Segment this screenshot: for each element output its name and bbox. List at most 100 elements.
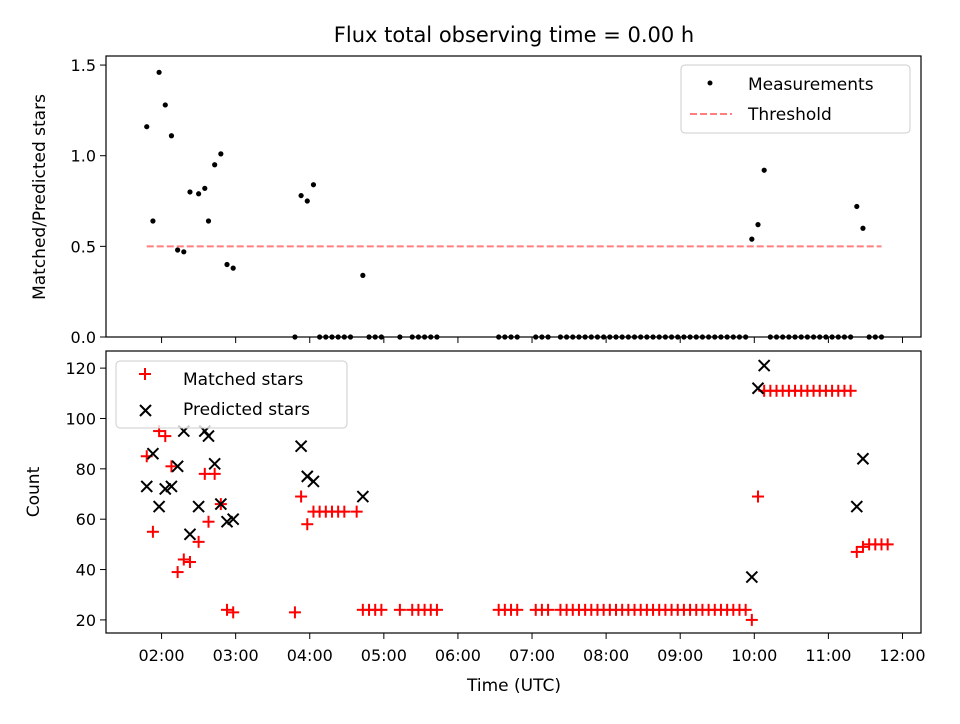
- measurement-point: [150, 218, 156, 224]
- predicted-stars-point: [183, 528, 197, 541]
- x-tick-label: 11:00: [805, 646, 851, 665]
- matched-stars-point: [511, 603, 524, 616]
- y-tick-label: 1.0: [71, 147, 96, 166]
- y-tick-label: 40: [76, 561, 96, 580]
- matched-stars-point: [542, 603, 555, 616]
- predicted-stars-point: [146, 447, 160, 460]
- legend-measurements-label: Measurements: [748, 75, 874, 95]
- predicted-stars-point: [214, 497, 228, 511]
- matched-stars-point: [739, 603, 752, 616]
- x-tick-label: 08:00: [583, 646, 629, 665]
- matched-stars-point: [752, 490, 764, 503]
- measurement-point: [187, 189, 193, 195]
- legend-predicted-label: Predicted stars: [183, 400, 310, 420]
- matched-stars-point: [850, 545, 863, 558]
- y-tick-label: 1.5: [71, 56, 96, 75]
- top-panel: 0.0 0.5 1.0 1.5 Matched/Predicted stars Mea…: [30, 55, 922, 347]
- measurement-point: [755, 222, 761, 228]
- measurement-point: [749, 236, 755, 242]
- matched-stars-point: [430, 603, 443, 616]
- matched-stars-point: [165, 460, 178, 473]
- measurement-point: [205, 218, 212, 224]
- top-axes-frame: [105, 55, 922, 338]
- bottom-legend: Matched stars Predicted stars: [115, 360, 348, 429]
- legend-matched-label: Matched stars: [183, 370, 303, 390]
- matched-stars-point: [171, 566, 184, 579]
- x-tick-label: 10:00: [731, 646, 777, 665]
- predicted-stars-point: [202, 429, 215, 443]
- measurement-point: [761, 167, 767, 173]
- x-tick-label: 07:00: [509, 646, 555, 665]
- top-ylabel: Matched/Predicted stars: [30, 94, 50, 300]
- measurement-point: [860, 225, 866, 231]
- matched-stars-point: [202, 515, 215, 528]
- x-tick-label: 05:00: [361, 646, 407, 665]
- predicted-stars-point: [356, 490, 370, 503]
- matched-stars-point: [856, 540, 869, 553]
- predicted-stars-point: [208, 457, 221, 471]
- predicted-stars-point: [294, 439, 308, 453]
- x-tick-label: 03:00: [213, 646, 259, 665]
- figure-title: Flux total observing time = 0.00 h: [334, 23, 694, 47]
- measurement-point: [181, 249, 187, 255]
- measurement-point: [162, 102, 168, 108]
- measurement-point: [360, 272, 366, 278]
- y-tick-label: 60: [76, 510, 96, 529]
- predicted-stars-point: [745, 570, 759, 584]
- y-tick-label: 20: [76, 611, 96, 630]
- matched-stars-point: [881, 538, 894, 551]
- legend-measurements-marker: [707, 80, 713, 86]
- legend-predicted-marker: [139, 404, 152, 417]
- y-tick-label: 100: [65, 409, 96, 428]
- measurement-point: [144, 124, 150, 130]
- measurement-point: [230, 265, 236, 271]
- x-tick-label: 12:00: [879, 646, 925, 665]
- measurement-point: [202, 185, 208, 191]
- matched-stars-point: [745, 613, 758, 626]
- matched-stars-point: [159, 430, 172, 443]
- y-tick-label: 80: [76, 460, 96, 479]
- measurement-point: [212, 162, 218, 168]
- matched-stars-point: [177, 553, 190, 566]
- bottom-axes-frame: [105, 350, 922, 634]
- matched-stars-point: [192, 535, 205, 548]
- matched-stars-point: [295, 490, 308, 503]
- y-tick-label: 120: [65, 359, 96, 378]
- measurement-point: [175, 247, 181, 253]
- y-tick-label: 0.0: [71, 328, 96, 347]
- matched-stars-point: [208, 467, 221, 480]
- measurement-point: [168, 133, 175, 139]
- top-legend: Measurements Threshold: [680, 64, 911, 134]
- bottom-legend-box: [115, 360, 348, 429]
- matched-stars-point: [375, 603, 388, 616]
- x-tick-label: 09:00: [657, 646, 703, 665]
- measurement-point: [156, 69, 162, 75]
- bottom-panel: 02:00 03:00 04:00 05:00 06:00 07:00 08:00 09:00…: [24, 350, 926, 696]
- matched-stars-point: [221, 603, 234, 616]
- predicted-stars-point: [751, 382, 765, 395]
- predicted-stars-point: [192, 500, 205, 513]
- measurement-point: [196, 191, 202, 197]
- predicted-stars-point: [850, 500, 863, 513]
- predicted-stars-point: [226, 512, 240, 526]
- predicted-stars-point: [856, 452, 870, 465]
- measurement-point: [218, 151, 224, 157]
- y-tick-label: 0.5: [71, 237, 96, 256]
- predicted-stars-point: [165, 480, 178, 493]
- matched-stars-point: [301, 518, 314, 531]
- matched-stars-point: [227, 606, 240, 619]
- top-legend-box: [680, 64, 911, 134]
- matched-stars-point: [288, 606, 301, 619]
- legend-matched-marker: [139, 368, 151, 380]
- matched-stars-point: [393, 603, 406, 616]
- matched-stars-point: [146, 525, 159, 538]
- predicted-stars-point: [171, 460, 184, 473]
- measurement-point: [310, 182, 317, 188]
- x-tick-label: 06:00: [435, 646, 481, 665]
- measurement-point: [854, 203, 860, 210]
- x-tick-label: 04:00: [287, 646, 333, 665]
- measurement-point: [224, 261, 230, 268]
- measurement-point: [298, 192, 304, 199]
- predicted-stars-point: [307, 475, 320, 488]
